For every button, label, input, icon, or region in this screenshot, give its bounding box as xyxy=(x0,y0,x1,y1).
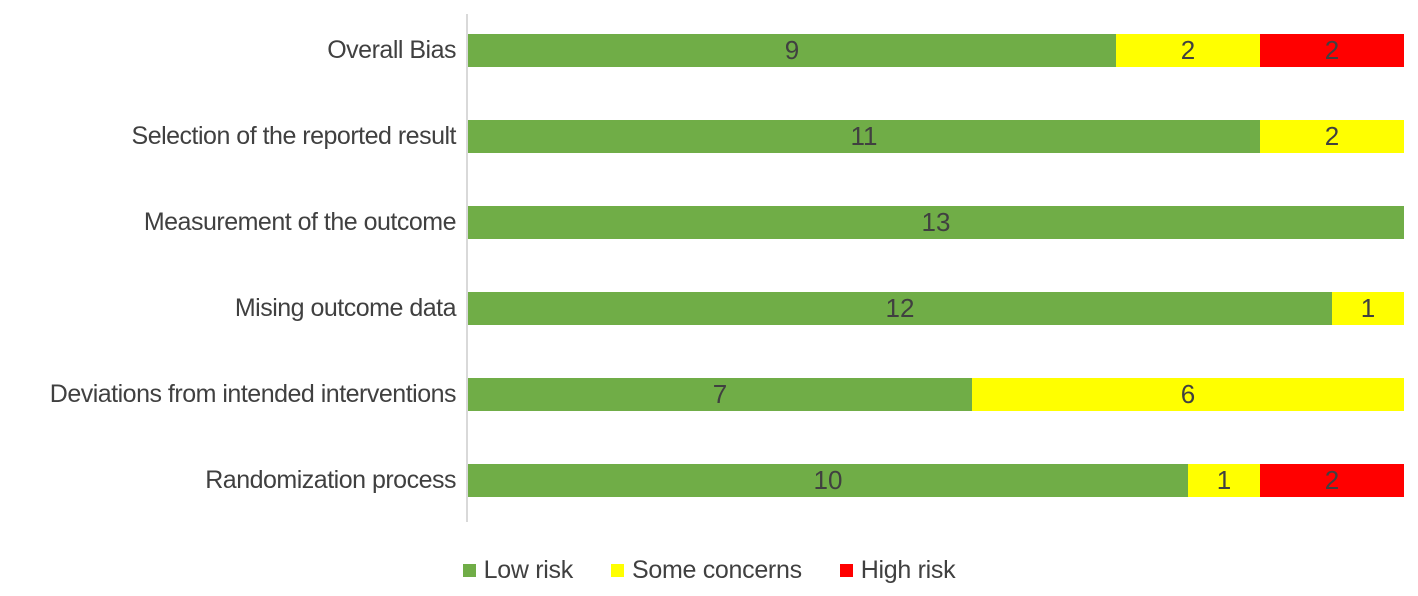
category-label: Deviations from intended interventions xyxy=(49,379,457,408)
bar-track: 11 2 xyxy=(468,119,1404,153)
category-axis-line xyxy=(466,14,468,522)
bar-segment-low-risk: 12 xyxy=(468,291,1332,325)
legend-swatch-icon xyxy=(462,564,476,577)
bar-segment-low-risk: 11 xyxy=(468,119,1260,153)
bar-segment-some-concerns: 1 xyxy=(1332,291,1404,325)
chart-row-mising-outcome-data: Mising outcome data 12 1 xyxy=(0,265,1404,351)
bar-track: 12 1 xyxy=(468,291,1404,325)
legend-label: Some concerns xyxy=(631,556,802,584)
category-label: Selection of the reported result xyxy=(131,121,457,150)
bar-track: 10 1 2 xyxy=(468,463,1404,497)
legend-swatch-icon xyxy=(610,564,624,577)
bar-segment-high-risk: 2 xyxy=(1260,463,1404,497)
chart-rows: Overall Bias 9 2 2 Selection of the reported… xyxy=(0,7,1404,523)
chart-row-randomization-process: Randomization process 10 1 2 xyxy=(0,437,1404,523)
chart-row-overall-bias: Overall Bias 9 2 2 xyxy=(0,7,1404,93)
chart-row-deviations-from-intended-interventions: Deviations from intended interventions 7 6 xyxy=(0,351,1404,437)
chart-row-measurement-of-the-outcome: Measurement of the outcome 13 xyxy=(0,179,1404,265)
bar-segment-low-risk: 9 xyxy=(468,33,1116,67)
bar-segment-some-concerns: 6 xyxy=(972,377,1404,411)
category-label: Measurement of the outcome xyxy=(143,207,457,236)
bar-segment-low-risk: 10 xyxy=(468,463,1188,497)
legend-item-high-risk: High risk xyxy=(839,556,956,585)
bar-segment-low-risk: 13 xyxy=(468,205,1404,239)
bar-segment-high-risk: 2 xyxy=(1259,33,1404,67)
legend-label: Low risk xyxy=(483,556,574,584)
bar-segment-some-concerns: 2 xyxy=(1115,33,1260,67)
legend-swatch-icon xyxy=(839,564,853,577)
legend-item-some-concerns: Some concerns xyxy=(610,556,802,585)
legend: Low risk Some concerns High risk xyxy=(0,556,1418,585)
bar-segment-low-risk: 7 xyxy=(468,377,972,411)
legend-item-low-risk: Low risk xyxy=(462,556,574,585)
category-label: Mising outcome data xyxy=(234,293,457,322)
chart-row-selection-of-the-reported-result: Selection of the reported result 11 2 xyxy=(0,93,1404,179)
bar-track: 13 xyxy=(468,205,1404,239)
category-label: Randomization process xyxy=(205,465,456,494)
legend-label: High risk xyxy=(860,556,956,584)
bar-segment-some-concerns: 1 xyxy=(1188,463,1260,497)
bar-segment-some-concerns: 2 xyxy=(1260,119,1404,153)
category-label: Overall Bias xyxy=(327,35,456,64)
